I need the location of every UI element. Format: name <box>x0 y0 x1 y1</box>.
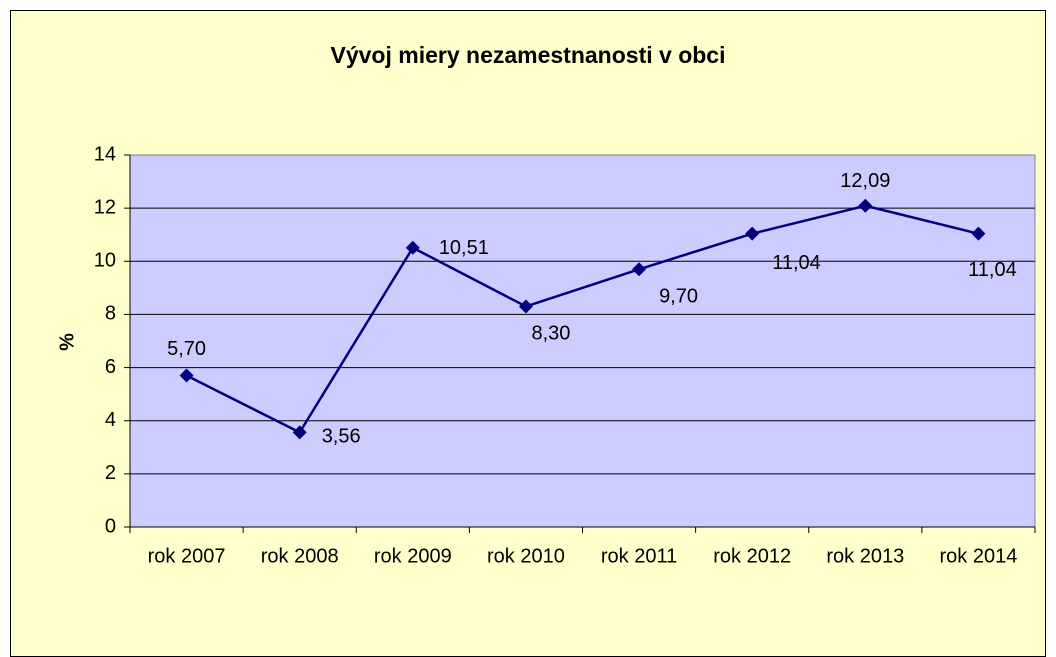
marker <box>858 198 873 213</box>
y-tick-label: 10 <box>94 250 116 272</box>
data-label: 8,30 <box>531 323 570 345</box>
marker <box>745 226 760 241</box>
x-tick-label: rok 2011 <box>601 545 677 567</box>
y-tick-label: 6 <box>105 356 116 378</box>
marker <box>179 368 194 383</box>
x-tick-label: rok 2009 <box>374 545 452 567</box>
y-tick-label: 2 <box>105 462 116 484</box>
marker <box>405 240 420 255</box>
y-tick-label: 14 <box>94 143 116 165</box>
x-tick-label: rok 2007 <box>148 545 226 567</box>
plot-area <box>129 154 1036 528</box>
x-tick-label: rok 2013 <box>826 545 904 567</box>
x-tick-label: rok 2008 <box>261 545 339 567</box>
y-tick-label: 0 <box>105 515 116 537</box>
data-label: 5,70 <box>167 338 206 360</box>
marker <box>971 226 986 241</box>
data-label: 11,04 <box>968 259 1017 281</box>
data-label: 9,70 <box>659 286 698 308</box>
line <box>186 204 979 435</box>
marker <box>518 299 533 314</box>
x-tick-label: rok 2012 <box>713 545 791 567</box>
y-axis-label: % <box>56 333 78 351</box>
chart-title: Vývoj miery nezamestnanosti v obci <box>331 42 726 68</box>
marker <box>632 262 647 277</box>
data-label: 11,04 <box>772 252 821 274</box>
data-label: 10,51 <box>439 237 489 259</box>
x-tick-label: rok 2010 <box>487 545 565 567</box>
data-label: 12,09 <box>840 170 890 192</box>
y-tick-label: 4 <box>105 409 116 431</box>
data-label: 3,56 <box>322 426 361 448</box>
y-tick-label: 12 <box>94 196 116 218</box>
marker <box>292 425 307 440</box>
y-tick-label: 8 <box>105 303 116 325</box>
x-tick-label: rok 2014 <box>940 545 1018 567</box>
